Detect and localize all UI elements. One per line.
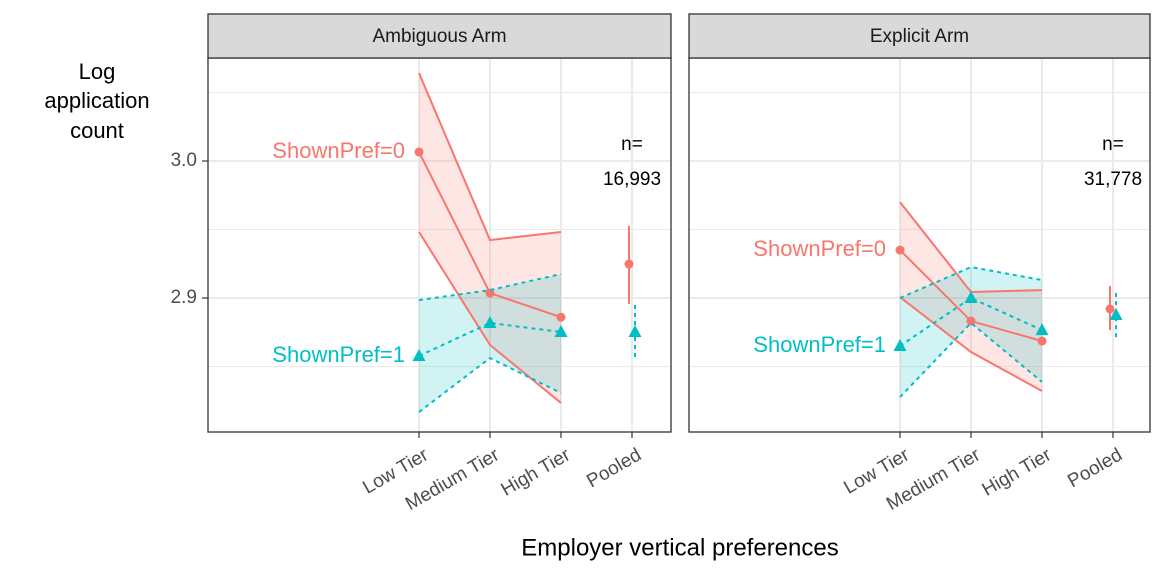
point [483,315,497,328]
series-label: ShownPref=0 [753,236,886,261]
point [624,259,634,269]
strip [207,13,672,59]
ci-line [418,356,562,413]
point [893,338,907,351]
panel-background [689,58,1150,432]
series-label: ShownPref=0 [272,138,405,163]
y-axis-title: count [70,118,124,143]
strip-title: Explicit Arm [870,26,969,47]
point [485,288,495,298]
strip-title: Ambiguous Arm [372,26,506,47]
point [414,147,424,157]
point [1035,323,1049,336]
annotation: 31,778 [1084,169,1142,190]
series-line [418,321,562,357]
y-tick-label: 2.9 [171,287,197,308]
series-line [899,296,1043,347]
ci-line [899,266,1043,299]
x-tick-label: Pooled [1064,444,1126,492]
confidence-ribbon [419,274,561,412]
series-label: ShownPref=1 [753,332,886,357]
ci-line [418,231,562,404]
annotation: n= [1102,134,1124,155]
confidence-ribbon [419,73,561,403]
ci-line [899,321,1043,398]
x-tick-label: Pooled [583,444,645,492]
annotation: 16,993 [603,169,661,190]
confidence-ribbon [900,267,1042,398]
point [966,316,976,326]
point [556,312,566,322]
point [412,348,426,361]
x-tick-label: High Tier [498,444,575,501]
ci-line [418,72,562,242]
y-axis-title: application [44,88,149,113]
point [554,324,568,337]
point [964,291,978,304]
y-axis-title: Log [79,59,116,84]
point [628,324,642,337]
ci-line [418,273,562,302]
ci-line [899,296,1043,392]
point [1105,304,1115,314]
point [1037,336,1047,346]
x-tick-label: High Tier [979,444,1056,501]
annotation: n= [621,134,643,155]
x-axis-title: Employer vertical preferences [521,534,838,561]
point [895,245,905,255]
point [1109,308,1123,321]
series-label: ShownPref=1 [272,342,405,367]
strip [688,13,1151,59]
y-tick-label: 3.0 [171,150,197,171]
